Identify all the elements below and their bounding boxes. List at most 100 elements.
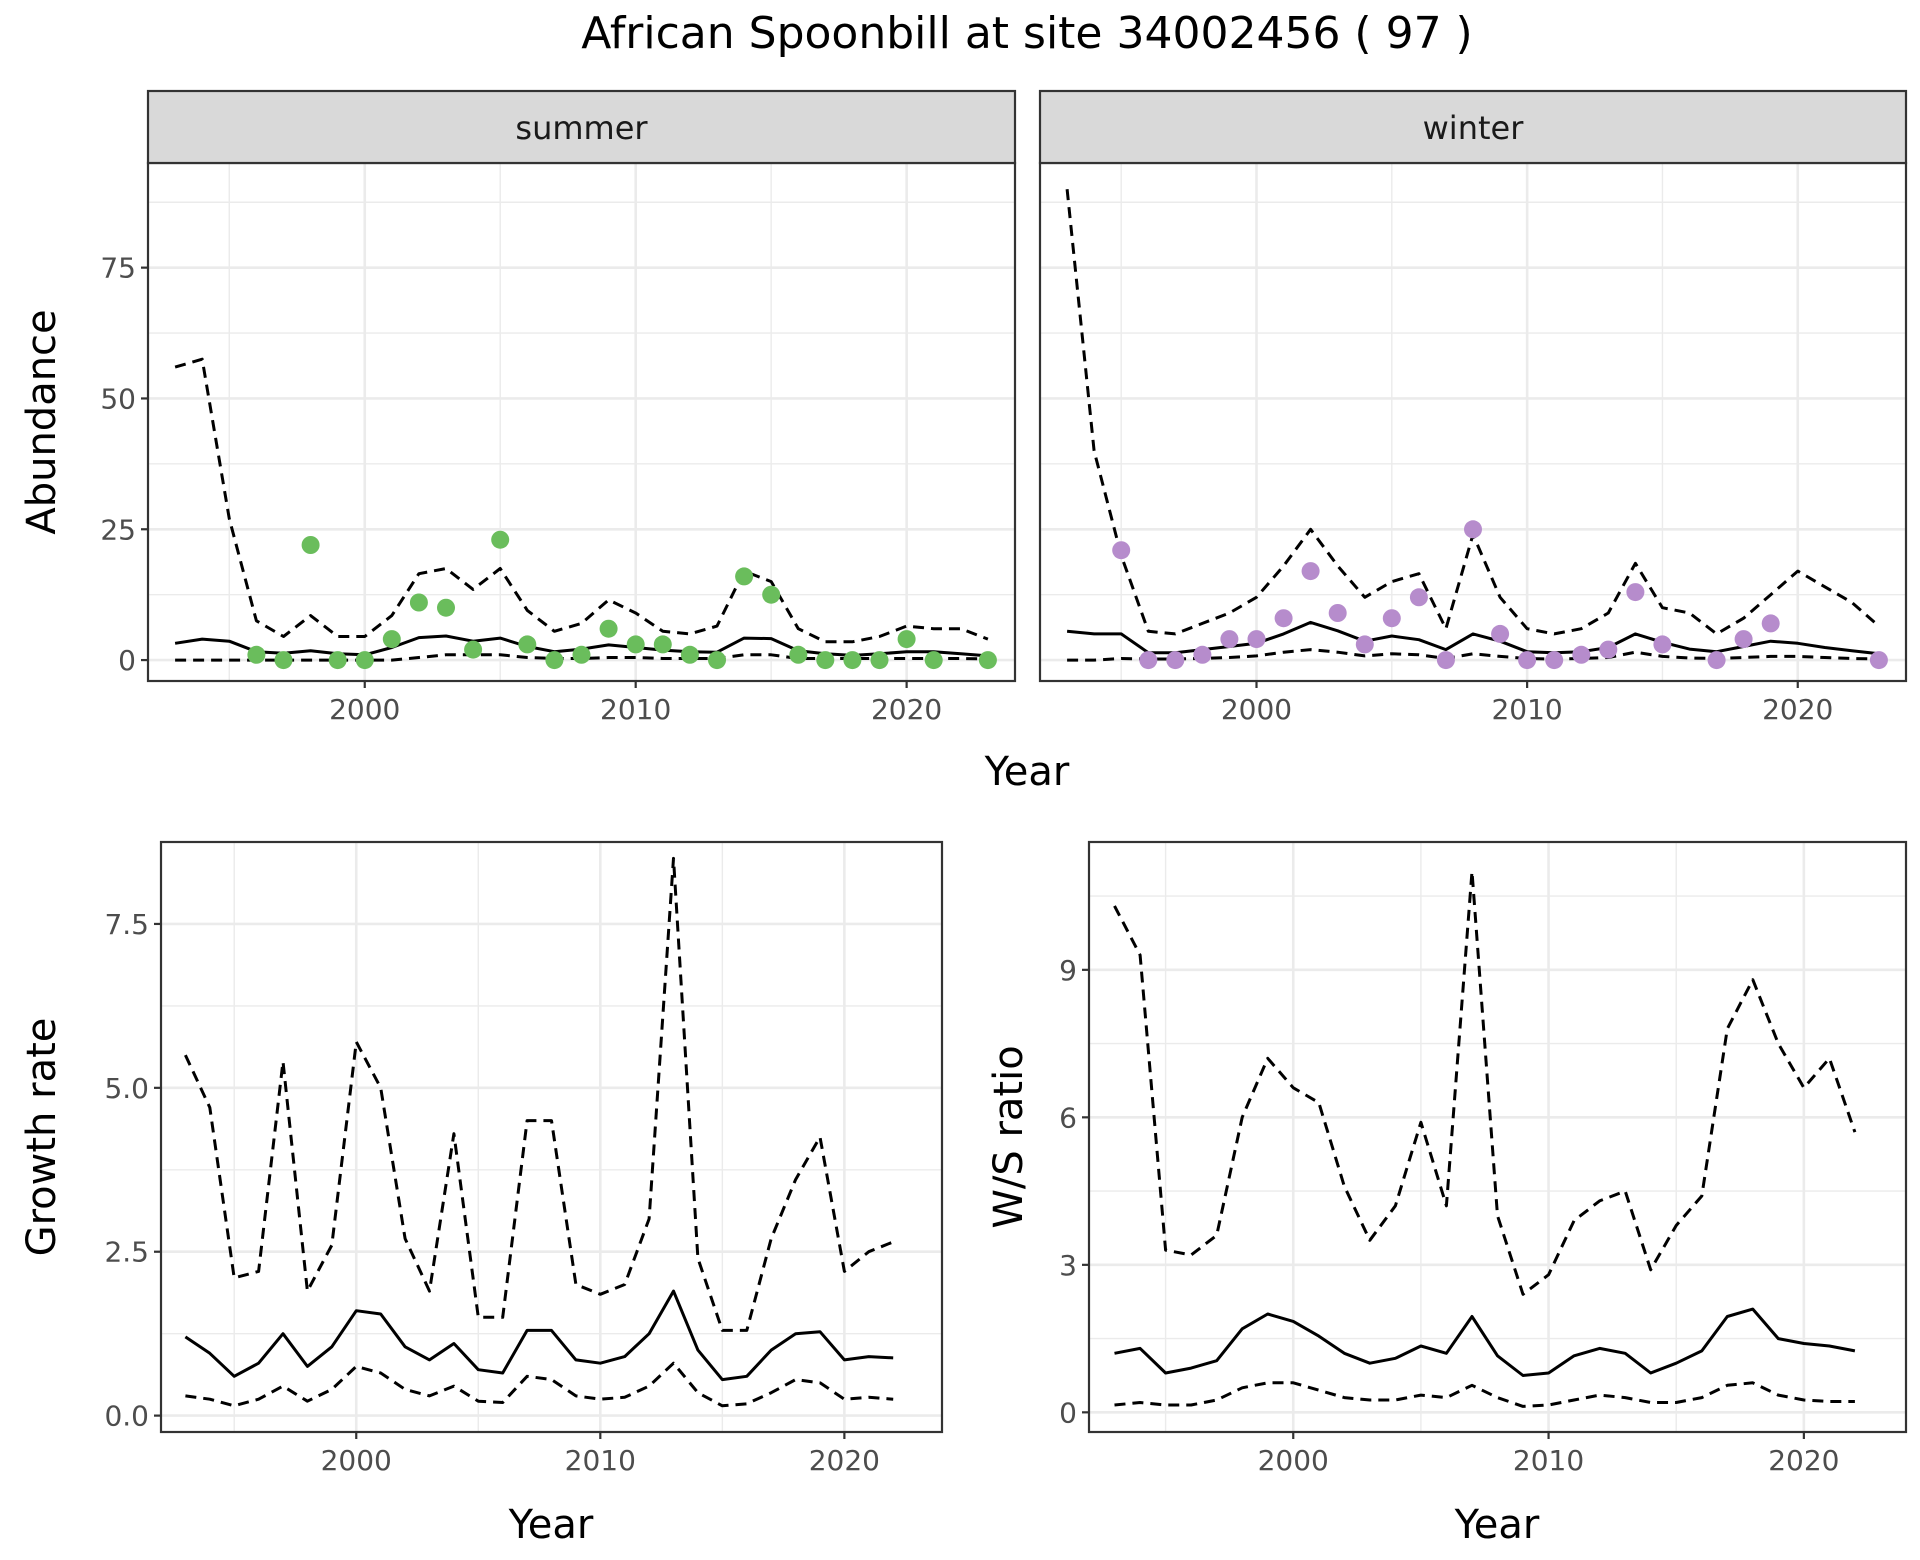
observation-point [1653,635,1672,654]
x-tick-label: 2000 [321,1444,392,1477]
figure-title: African Spoonbill at site 34002456 ( 97 … [581,8,1472,59]
observation-point [978,651,997,670]
observation-point [1274,609,1293,628]
y-tick-label: 0 [118,644,136,677]
y-tick-label: 0 [1059,1396,1077,1429]
observation-point [382,630,401,649]
observation-point [274,651,293,670]
observation-point [328,651,347,670]
observation-point [1166,651,1185,670]
observation-point [1869,651,1888,670]
charts: 2000 2010 2020 0 25 50 75 summer 2000 2010 2020 win… [19,89,1908,1548]
x-tick-label: 2020 [1768,1444,1839,1477]
observation-point [816,651,835,670]
observation-point [1112,541,1131,560]
observation-point [680,645,699,664]
upper-bound-line [174,357,989,644]
observation-point [897,630,916,649]
observation-point [789,645,808,664]
abundance-y-axis-title: Abundance [19,309,65,534]
fitted-line [184,1289,894,1382]
facet-strip-label: winter [1423,109,1525,147]
observation-point [1436,651,1455,670]
observation-point [1491,624,1510,643]
y-tick-label: 5.0 [104,1072,149,1105]
observation-point [301,536,320,554]
observation-point [1572,645,1591,664]
facet-strip [146,89,1017,165]
observation-point [1761,614,1780,633]
panel-border [1087,840,1908,1434]
observation-point [1193,645,1212,664]
y-tick-label: 2.5 [104,1236,149,1269]
x-tick-label: 2000 [1221,693,1292,726]
x-tick-label: 2000 [1258,1444,1329,1477]
observation-point [1599,640,1618,659]
lower-bound-line [185,1361,894,1408]
x-tick-label: 2000 [329,693,400,726]
observation-point [870,651,889,670]
observation-point [1139,651,1158,670]
observation-point [1301,562,1320,581]
x-tick-label: 2020 [809,1444,880,1477]
observation-point [1328,604,1347,622]
observation-point [653,635,672,654]
y-tick-label: 7.5 [104,908,149,941]
y-tick-label: 25 [100,513,136,546]
abundance-winter-panel: 2000 2010 2020 winter [1038,89,1908,726]
y-tick-label: 9 [1059,954,1077,987]
y-tick-label: 75 [100,252,136,285]
observation-point [247,645,266,664]
observation-point [1545,651,1564,670]
observation-point [1626,583,1645,602]
observation-point [924,651,943,670]
y-tick-label: 6 [1059,1101,1077,1134]
x-tick-label: 2020 [1762,693,1833,726]
observation-point [518,635,537,654]
observation-point [1247,630,1266,649]
lower-bound-line [1114,1381,1855,1408]
facet-strip [1038,89,1908,165]
observation-point [491,530,510,549]
upper-bound-line [1113,870,1857,1296]
x-tick-label: 2010 [1491,693,1562,726]
observation-point [1382,609,1401,628]
observation-point [735,567,754,586]
growth-rate-panel: 2000 2010 2020 0.0 2.5 5.0 7.5 [104,840,944,1477]
facet-strip-label: summer [515,109,648,147]
x-tick-label: 2010 [565,1444,636,1477]
observation-point [572,645,591,664]
observation-point [464,640,483,659]
fitted-line [1114,1307,1856,1377]
observation-point [1409,588,1428,607]
ws-ratio-panel: 2000 2010 2020 0 3 6 9 [1059,840,1908,1477]
growth-y-axis-title: Growth rate [19,1018,65,1257]
upper-bound-line [184,856,894,1332]
ratio-y-axis-title: W/S ratio [986,1045,1032,1228]
observation-point [437,598,455,617]
observation-point [843,651,862,670]
abundance-summer-panel: 2000 2010 2020 0 25 50 75 summer [100,89,1017,726]
x-tick-label: 2010 [1513,1444,1584,1477]
observation-point [762,585,781,604]
observation-point [545,651,564,670]
y-tick-label: 3 [1059,1249,1077,1282]
observation-point [409,593,428,612]
ratio-x-axis-title: Year [1454,1502,1540,1548]
observation-point [1707,651,1726,670]
observation-point [599,619,618,638]
y-tick-label: 0.0 [104,1400,149,1433]
abundance-x-axis-title: Year [984,749,1070,795]
panel-border [159,840,944,1434]
observation-point [708,651,726,670]
growth-x-axis-title: Year [508,1502,594,1548]
observation-point [1464,520,1482,539]
observation-point [355,651,374,670]
observation-point [1355,635,1374,654]
observation-point [626,635,645,654]
x-tick-label: 2010 [600,693,671,726]
x-tick-label: 2020 [871,693,942,726]
observation-point [1518,651,1537,670]
